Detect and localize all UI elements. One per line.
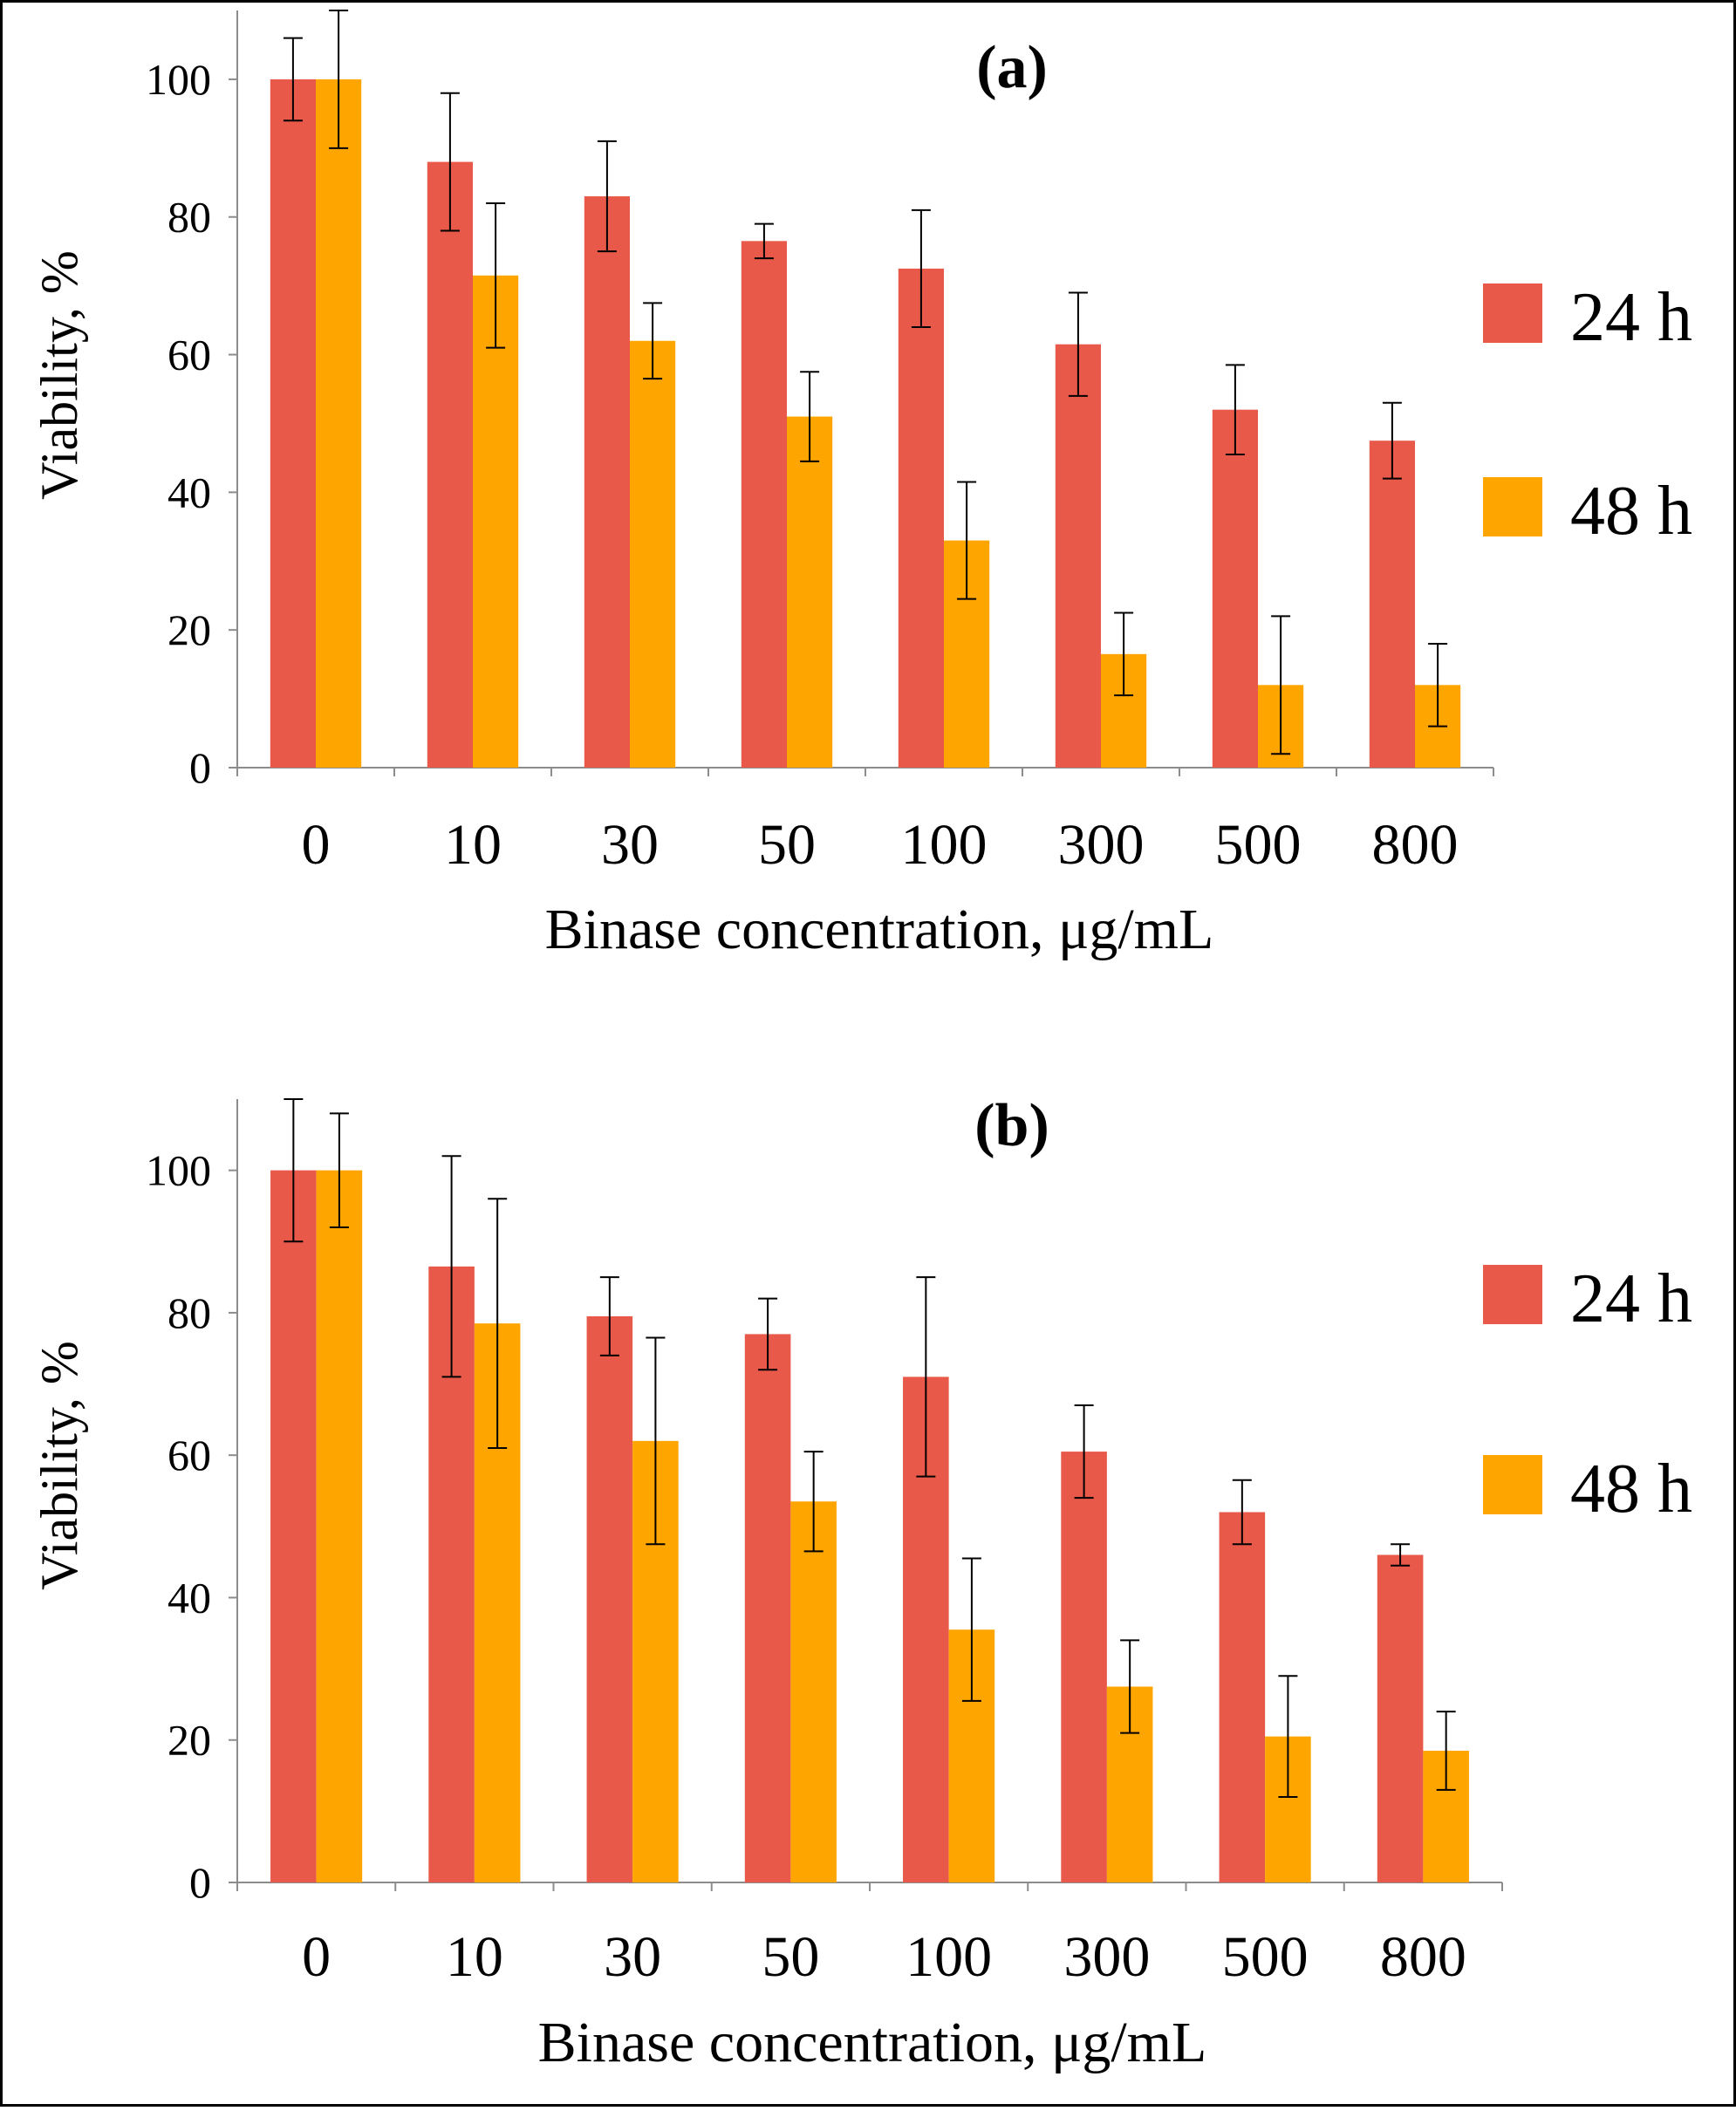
legend-label: 24 h	[1570, 1260, 1692, 1337]
legend-label: 48 h	[1570, 1451, 1692, 1527]
y-tick-label: 100	[146, 1146, 211, 1195]
y-tick-label: 60	[167, 1431, 211, 1479]
x-axis-label: Binase concentration, μg/mL	[538, 2011, 1207, 2074]
x-tick-label: 10	[446, 1925, 503, 1989]
legend-label: 24 h	[1570, 279, 1692, 356]
x-tick-label: 100	[901, 813, 988, 877]
x-tick-label: 50	[762, 1925, 819, 1989]
bar-48h-10	[473, 275, 519, 768]
bar-24h-300	[1055, 344, 1101, 768]
panel-title: (b)	[974, 1092, 1049, 1159]
x-tick-label: 50	[758, 813, 816, 877]
x-tick-label: 0	[302, 813, 331, 877]
y-tick-label: 20	[167, 1716, 211, 1765]
legend-swatch	[1483, 1455, 1542, 1514]
y-axis-label: Viability, %	[31, 250, 88, 500]
panel-title: (a)	[976, 34, 1048, 101]
bar-24h-500	[1219, 1512, 1266, 1882]
bar-24h-50	[741, 241, 787, 768]
x-tick-label: 800	[1380, 1925, 1466, 1989]
x-tick-label: 100	[906, 1925, 992, 1989]
legend-swatch	[1483, 477, 1542, 536]
bar-24h-500	[1212, 409, 1258, 768]
bar-48h-50	[790, 1501, 837, 1882]
bar-48h-0	[316, 1170, 363, 1882]
panel-a: (a) Viability, % Binase concentration, μ…	[31, 10, 1692, 961]
x-tick-label: 300	[1058, 813, 1145, 877]
x-tick-label: 30	[601, 813, 659, 877]
bar-48h-0	[316, 79, 362, 769]
bar-48h-30	[630, 340, 676, 768]
legend-swatch	[1483, 284, 1542, 343]
x-tick-label: 300	[1063, 1925, 1150, 1989]
panel-b: (b) Viability, % Binase concentration, μ…	[31, 1092, 1692, 2074]
y-tick-label: 60	[167, 331, 211, 379]
y-tick-label: 0	[189, 743, 211, 792]
x-axis-label: Binase concentration, μg/mL	[545, 898, 1214, 961]
legend-swatch	[1483, 1265, 1542, 1324]
legend-label: 48 h	[1570, 473, 1692, 550]
y-axis-label: Viability, %	[31, 1341, 88, 1590]
bar-24h-10	[427, 161, 473, 769]
x-tick-label: 500	[1222, 1925, 1309, 1989]
bar-24h-50	[744, 1334, 791, 1882]
bar-24h-300	[1061, 1452, 1107, 1882]
bar-24h-30	[584, 196, 630, 768]
x-tick-label: 800	[1372, 813, 1459, 877]
x-tick-label: 0	[302, 1925, 331, 1989]
y-tick-label: 40	[167, 468, 211, 516]
bar-24h-0	[270, 1170, 317, 1882]
bar-24h-800	[1377, 1554, 1424, 1882]
y-tick-label: 20	[167, 605, 211, 654]
bar-24h-100	[898, 268, 944, 769]
bar-24h-0	[270, 79, 316, 769]
y-tick-label: 80	[167, 1288, 211, 1337]
bar-24h-800	[1369, 441, 1415, 768]
x-tick-label: 30	[604, 1925, 661, 1989]
y-tick-label: 80	[167, 193, 211, 242]
x-tick-label: 500	[1215, 813, 1302, 877]
y-tick-label: 0	[189, 1858, 211, 1907]
y-tick-label: 40	[167, 1573, 211, 1622]
x-tick-label: 10	[444, 813, 502, 877]
y-tick-label: 100	[146, 55, 211, 104]
bar-48h-50	[787, 416, 833, 768]
bar-24h-30	[586, 1315, 633, 1882]
